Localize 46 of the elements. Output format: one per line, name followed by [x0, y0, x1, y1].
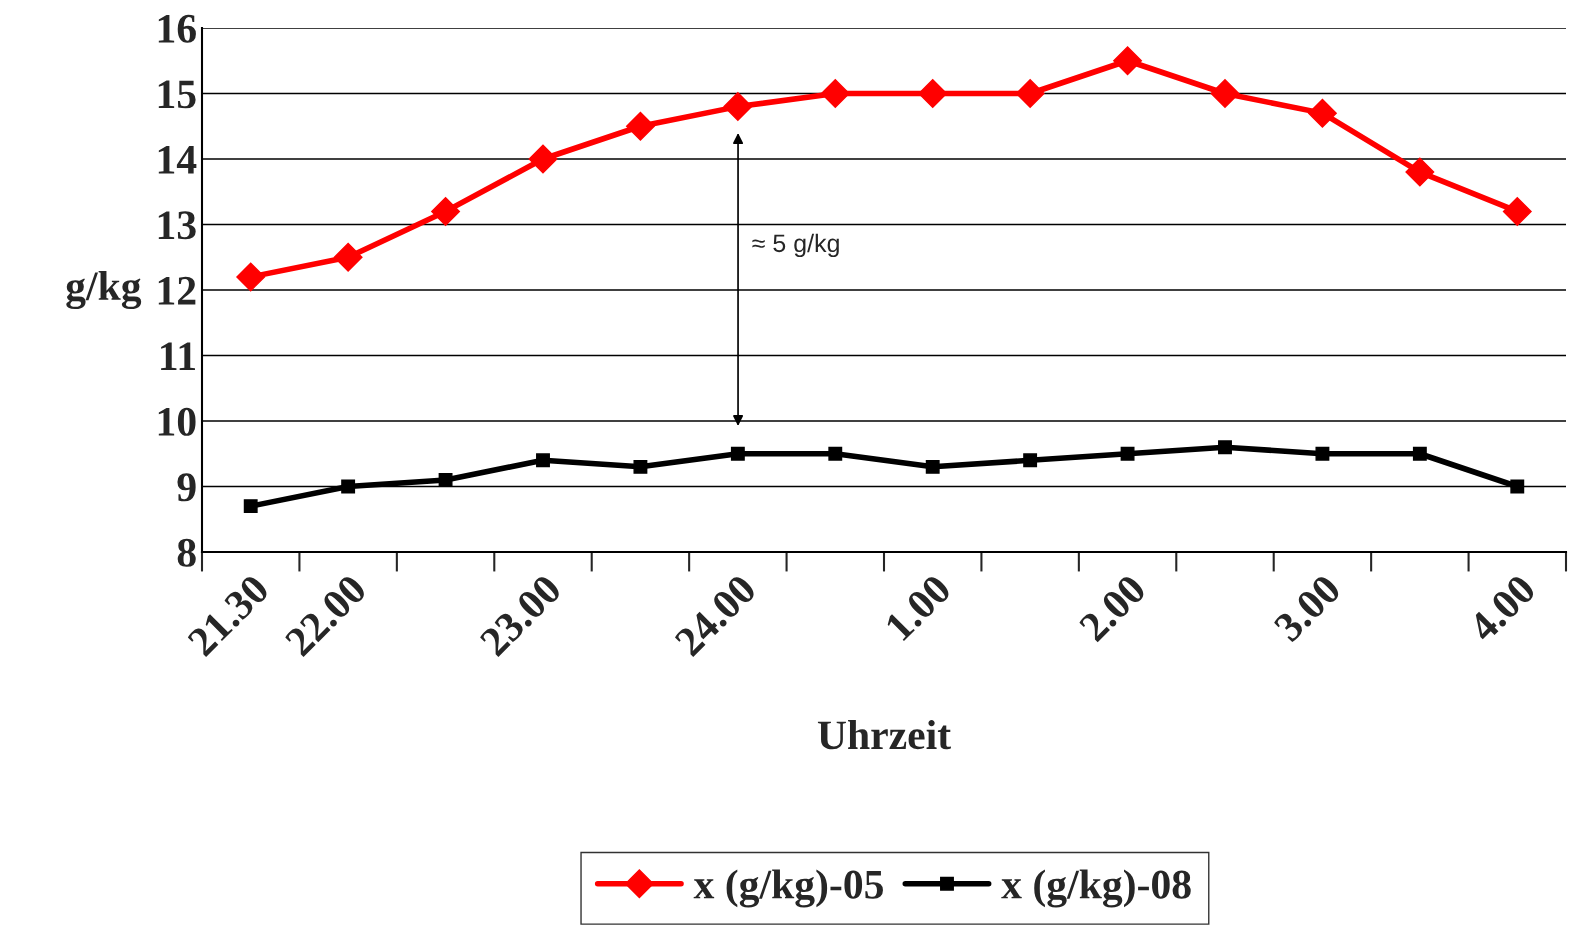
- point: [431, 196, 461, 226]
- point: [438, 473, 453, 487]
- y-tick-label: 8: [177, 538, 196, 567]
- point: [1023, 453, 1038, 468]
- point: [333, 242, 363, 272]
- point: [1502, 196, 1532, 226]
- x-tick-label: 1.00: [884, 573, 953, 642]
- x-tick-label: 4.00: [1466, 573, 1538, 644]
- legend-label: x (g/kg)-05: [693, 869, 883, 908]
- point: [1120, 446, 1135, 461]
- y-tick-label: 12: [158, 276, 196, 305]
- y-tick-label: 9: [177, 473, 196, 502]
- point: [1307, 98, 1337, 128]
- point: [820, 79, 850, 108]
- point: [1218, 440, 1232, 455]
- point: [341, 479, 356, 494]
- y-tick-label: 13: [158, 211, 196, 240]
- point: [625, 111, 655, 141]
- point: [1315, 446, 1330, 461]
- point: [828, 446, 843, 461]
- point: [723, 92, 753, 122]
- x-tick-label: 2.00: [1078, 573, 1148, 643]
- point: [925, 459, 940, 474]
- legend-label: x (g/kg)-08: [1001, 869, 1191, 908]
- y-tick-label: 16: [158, 14, 196, 43]
- point: [243, 499, 258, 514]
- y-tick-label: 14: [158, 145, 197, 174]
- point: [633, 459, 648, 474]
- point: [528, 144, 558, 174]
- point: [236, 262, 266, 292]
- point: [1405, 157, 1435, 187]
- y-tick-label: 11: [161, 342, 195, 370]
- x-axis-title: Uhrzeit: [817, 720, 951, 750]
- point: [918, 79, 948, 108]
- point: [1015, 79, 1045, 108]
- point: [1412, 446, 1427, 461]
- x-tick-label: 3.00: [1272, 573, 1343, 643]
- y-axis-title: g/kg: [66, 270, 142, 310]
- point: [1113, 46, 1143, 76]
- y-tick-label: 10: [158, 407, 196, 436]
- annotation: ≈ 5 g/kg: [752, 233, 839, 258]
- point: [1210, 79, 1240, 108]
- point: [536, 453, 550, 468]
- point: [1510, 479, 1525, 494]
- point: [730, 446, 745, 461]
- y-tick-label: 15: [158, 80, 196, 109]
